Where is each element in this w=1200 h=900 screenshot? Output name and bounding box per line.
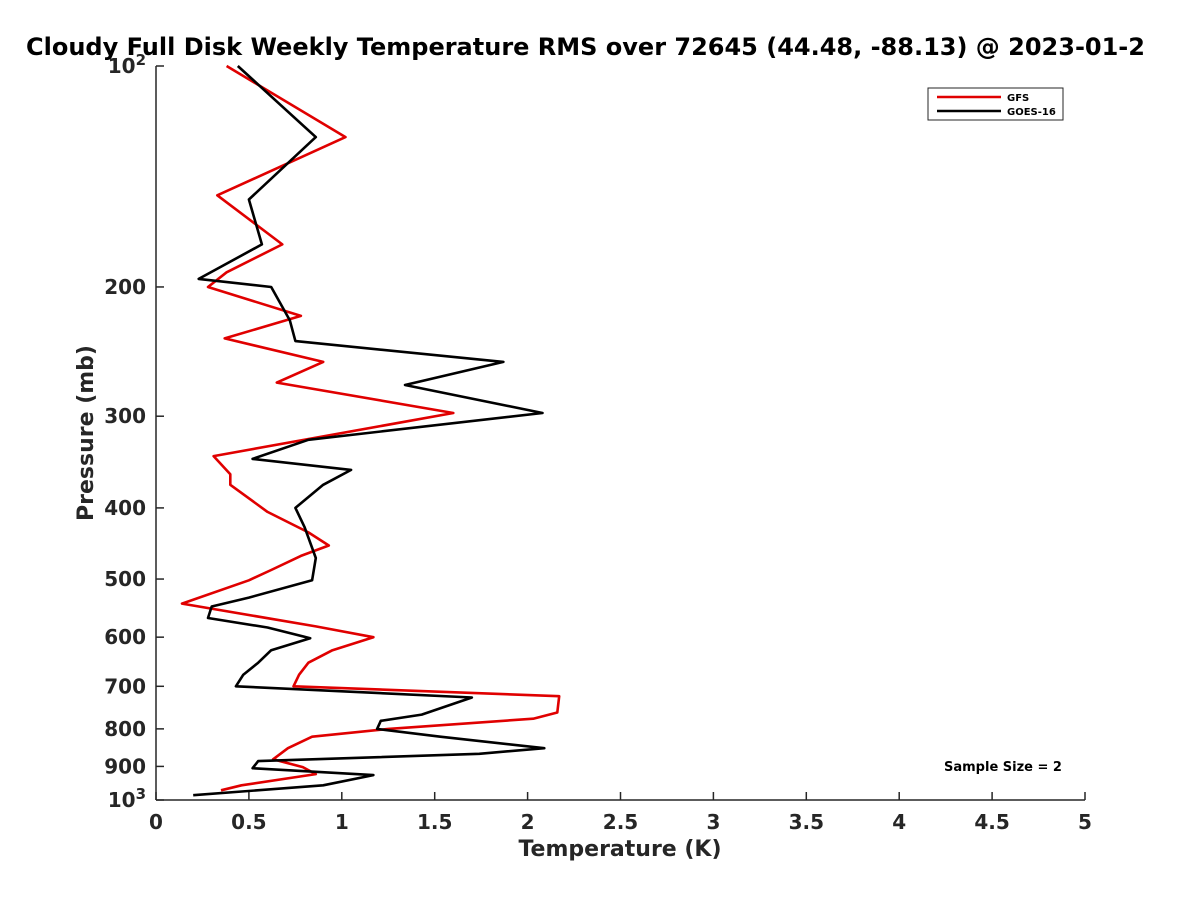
y-axis-ticks: 102 200 300 400 500 600 700 800 900 103 (104, 51, 164, 812)
chart-title: Cloudy Full Disk Weekly Temperature RMS … (26, 33, 1145, 61)
x-tick-label: 5 (1078, 810, 1092, 834)
x-tick-label: 3 (706, 810, 720, 834)
x-tick-label: 3.5 (789, 810, 824, 834)
sample-size-annotation: Sample Size = 2 (944, 760, 1062, 775)
series-lines (180, 64, 561, 797)
plot-area: 0 0.5 1 1.5 2 2.5 3 3.5 4 4.5 5 102 200 300 400 500 600… (104, 51, 1092, 834)
y-tick-label: 700 (104, 674, 146, 698)
x-tick-label: 2 (521, 810, 535, 834)
legend-label-goes16: GOES-16 (1007, 107, 1056, 118)
x-axis-label: Temperature (K) (518, 837, 721, 862)
y-tick-label: 900 (104, 754, 146, 778)
legend-label-gfs: GFS (1007, 93, 1029, 104)
y-tick-label: 500 (104, 567, 146, 591)
x-tick-label: 0 (149, 810, 163, 834)
x-tick-label: 0.5 (231, 810, 266, 834)
x-axis-ticks: 0 0.5 1 1.5 2 2.5 3 3.5 4 4.5 5 (149, 792, 1092, 834)
x-tick-label: 4 (892, 810, 906, 834)
y-tick-label: 600 (104, 625, 146, 649)
y-tick-label: 102 (108, 51, 146, 78)
y-tick-label: 200 (104, 275, 146, 299)
x-tick-label: 4.5 (974, 810, 1009, 834)
x-tick-label: 1.5 (417, 810, 452, 834)
y-tick-label: 103 (108, 785, 146, 812)
y-tick-label: 800 (104, 717, 146, 741)
legend: GFS GOES-16 (927, 87, 1064, 121)
series-line-goes16 (193, 65, 546, 797)
y-tick-label: 400 (104, 496, 146, 520)
y-tick-label: 300 (104, 404, 146, 428)
x-tick-label: 1 (335, 810, 349, 834)
legend-box (927, 87, 1064, 121)
y-axis-label: Pressure (mb) (74, 345, 99, 521)
x-tick-label: 2.5 (603, 810, 638, 834)
